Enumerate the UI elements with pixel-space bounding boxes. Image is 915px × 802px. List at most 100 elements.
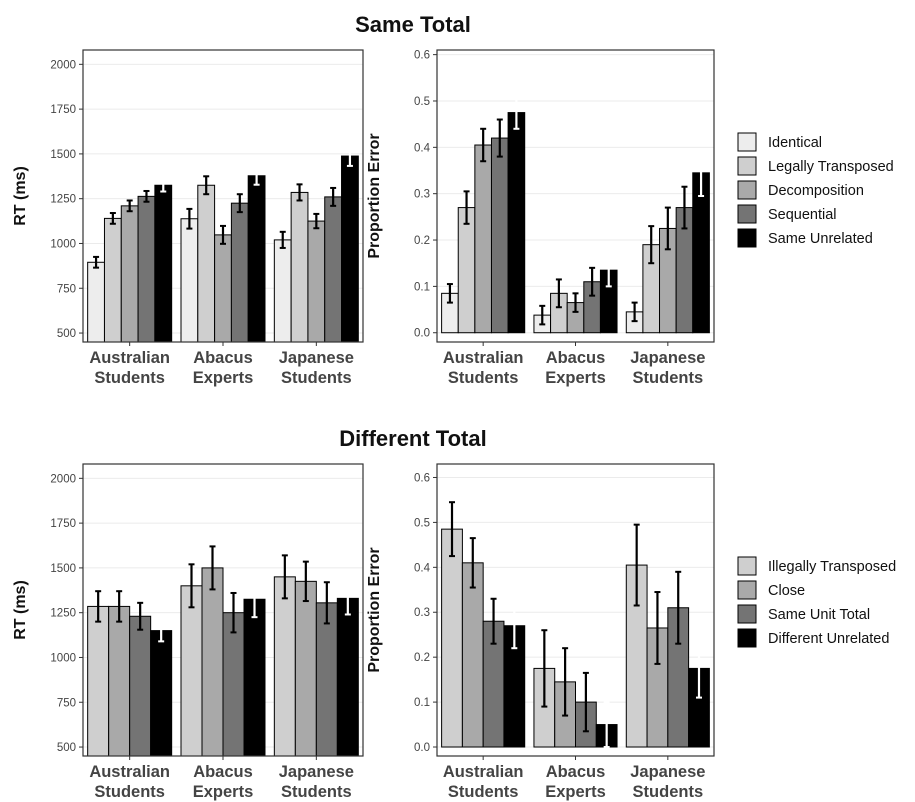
bar [273, 239, 292, 343]
legend-swatch [737, 628, 757, 648]
legend-label: Different Unrelated [768, 631, 889, 647]
category-label: Japanese Students [279, 349, 354, 387]
bar [222, 612, 245, 757]
title-same-total: Same Total [355, 12, 471, 37]
legend-swatch [737, 580, 757, 600]
bar [150, 630, 173, 757]
bar [103, 217, 122, 343]
legend-label: Same Unrelated [768, 231, 873, 247]
bar [243, 598, 266, 757]
category-label: Abacus Experts [193, 349, 254, 387]
category-label: Abacus Experts [545, 763, 606, 801]
bar [307, 220, 326, 343]
title-different-total: Different Total [339, 426, 486, 451]
legend-label: Same Unit Total [768, 607, 870, 623]
y-axis-label: RT (ms) [12, 166, 29, 226]
y-tick-label: 0.6 [414, 50, 430, 62]
y-tick-label: 1000 [50, 652, 76, 664]
category-label: Australian Students [89, 763, 170, 801]
y-axis-label: Proportion Error [366, 547, 383, 672]
bar [87, 261, 105, 343]
y-tick-label: 0.3 [414, 607, 430, 619]
bar [336, 597, 359, 757]
y-tick-label: 2000 [50, 59, 76, 71]
chart-panel-4: 0.0 0.1 0.2 0.3 0.4 0.5 0.6 Australian Students A… [366, 463, 715, 801]
bar [457, 207, 476, 334]
legend-swatch [737, 132, 757, 152]
bar [474, 144, 492, 334]
bar [129, 615, 152, 757]
y-tick-label: 1750 [50, 518, 76, 530]
category-label: Abacus Experts [545, 349, 606, 387]
y-tick-label: 1250 [50, 194, 76, 206]
y-axis-label: Proportion Error [366, 133, 383, 258]
legend-label: Close [768, 583, 805, 599]
bar [137, 195, 156, 343]
legend-label: Identical [768, 135, 822, 151]
bar [507, 112, 526, 334]
bar [294, 580, 317, 757]
legend-same-total: Identical Legally Transposed Decomposition… [737, 132, 894, 248]
bar [324, 196, 343, 343]
y-tick-label: 500 [57, 328, 76, 340]
legend-swatch [737, 156, 757, 176]
y-tick-label: 0.1 [414, 281, 430, 293]
legend-swatch [737, 556, 757, 576]
y-tick-label: 1500 [50, 149, 76, 161]
legend-label: Illegally Transposed [768, 559, 896, 575]
bar [341, 155, 359, 343]
bar [197, 184, 216, 343]
category-label: Australian Students [89, 349, 170, 387]
legend-label: Legally Transposed [768, 159, 894, 175]
legend-swatch [737, 228, 757, 248]
chart-panel-3: 500 750 1000 1250 1500 1750 2000 Australian Stud… [12, 463, 364, 801]
category-label: Australian Students [443, 763, 524, 801]
y-tick-label: 0.4 [414, 562, 431, 574]
y-tick-label: 0.4 [414, 142, 431, 154]
y-tick-label: 0.5 [414, 96, 430, 108]
category-label: Japanese Students [279, 763, 354, 801]
bar [154, 184, 173, 343]
category-label: Japanese Students [630, 349, 705, 387]
y-tick-label: 0.6 [414, 472, 430, 484]
bar [230, 202, 249, 343]
legend-swatch [737, 180, 757, 200]
y-tick-label: 0.3 [414, 189, 430, 201]
y-tick-label: 0.2 [414, 652, 430, 664]
y-tick-label: 1500 [50, 563, 76, 575]
chart-panels: 500 750 1000 1250 1500 1750 2000 Australian Stud… [12, 49, 715, 801]
y-tick-label: 750 [57, 283, 76, 295]
legend-label: Sequential [768, 207, 837, 223]
y-tick-label: 1000 [50, 238, 76, 250]
bar [490, 137, 509, 334]
bar [247, 175, 266, 343]
bar [461, 562, 484, 748]
bar [441, 528, 463, 748]
y-tick-label: 1250 [50, 608, 76, 620]
y-tick-label: 500 [57, 742, 76, 754]
y-tick-label: 0.1 [414, 697, 430, 709]
bar [108, 605, 131, 757]
y-tick-label: 0.0 [414, 742, 430, 754]
legend-label: Decomposition [768, 183, 864, 199]
legend-swatch [737, 204, 757, 224]
bar [214, 234, 232, 343]
bar [120, 205, 139, 343]
bar [201, 567, 224, 757]
chart-panel-1: 500 750 1000 1250 1500 1750 2000 Australian Stud… [12, 49, 364, 387]
y-axis-label: RT (ms) [12, 580, 29, 640]
y-tick-label: 0.2 [414, 235, 430, 247]
bar [180, 218, 199, 343]
y-tick-label: 0.0 [414, 328, 430, 340]
category-label: Abacus Experts [193, 763, 254, 801]
y-tick-label: 0.5 [414, 517, 430, 529]
legend-different-total: Illegally Transposed Close Same Unit Total… [737, 556, 896, 648]
bar [290, 191, 309, 343]
category-label: Japanese Students [630, 763, 705, 801]
bar [315, 602, 338, 757]
bar [87, 605, 110, 757]
bar [180, 585, 203, 757]
legend-swatch [737, 604, 757, 624]
y-tick-label: 750 [57, 697, 76, 709]
bar [273, 576, 296, 757]
